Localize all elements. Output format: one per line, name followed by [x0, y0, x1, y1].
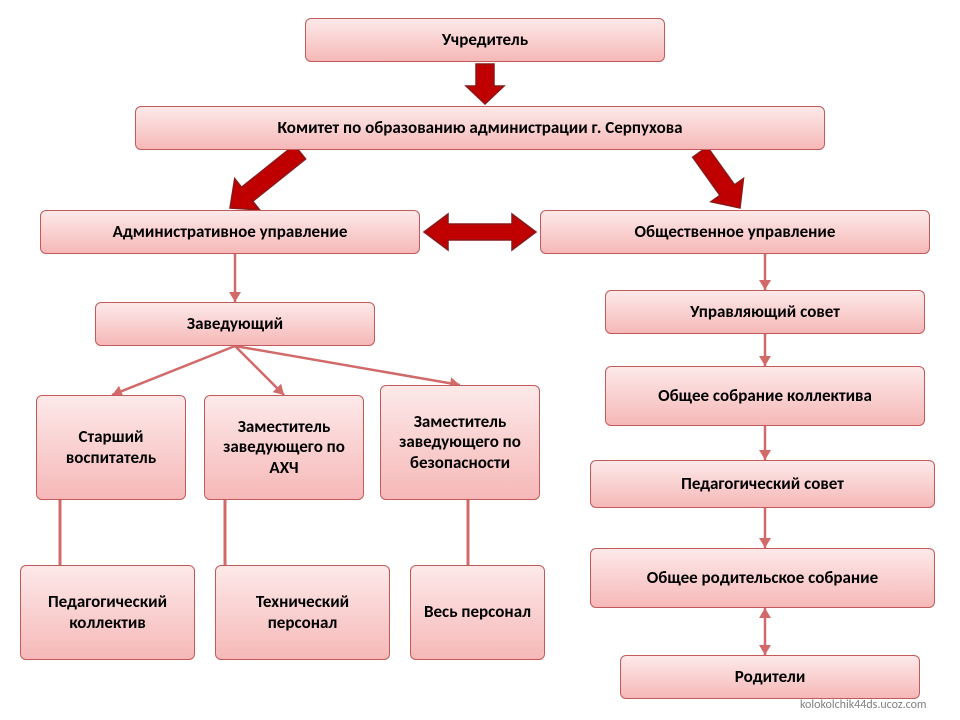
node-ped_team: Педагогический коллектив: [20, 565, 195, 660]
node-ped_council: Педагогический совет: [590, 460, 935, 508]
node-senior_edu: Старший воспитатель: [36, 395, 186, 500]
node-deputy_sec: Заместитель заведующего по безопасности: [380, 385, 540, 500]
node-public_mgmt: Общественное управление: [540, 210, 930, 254]
watermark-text: kolokolchik44ds.ucoz.com: [800, 698, 926, 712]
node-committee: Комитет по образованию администрации г. …: [135, 106, 825, 150]
node-tech_staff: Технический персонал: [215, 565, 390, 660]
node-all_staff: Весь персонал: [410, 565, 545, 660]
node-gen_meeting: Общее собрание коллектива: [605, 366, 925, 426]
node-gov_council: Управляющий совет: [605, 290, 925, 334]
node-parent_meet: Общее родительское собрание: [590, 548, 935, 608]
node-parents: Родители: [620, 655, 920, 699]
node-deputy_ahch: Заместитель заведующего по АХЧ: [204, 395, 364, 500]
node-director: Заведующий: [95, 302, 375, 346]
node-founder: Учредитель: [305, 18, 665, 62]
node-admin_mgmt: Административное управление: [40, 210, 420, 254]
